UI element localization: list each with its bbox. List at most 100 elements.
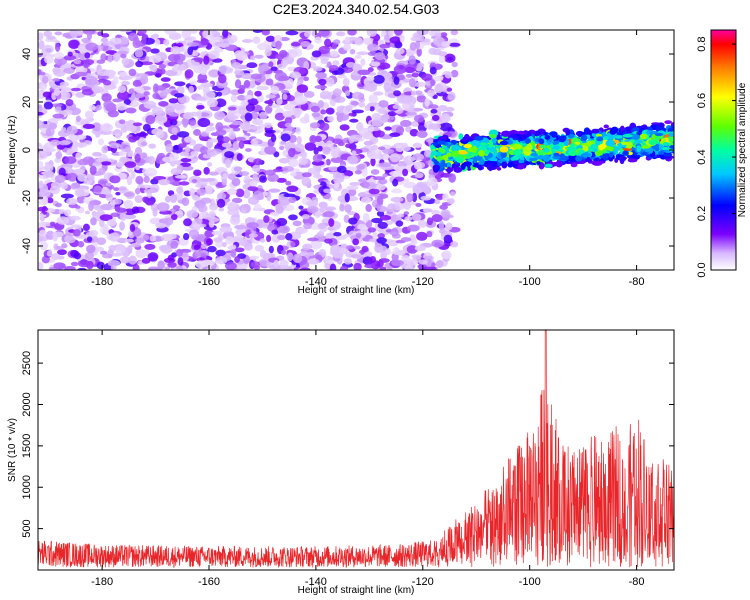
heatmap-noise-cell: [403, 181, 417, 189]
heatmap-band-cell: [463, 143, 472, 149]
heatmap-noise-cell: [135, 248, 147, 259]
heatmap-noise-cell: [216, 134, 225, 143]
heatmap-noise-cell: [391, 259, 404, 267]
heatmap-noise-cell: [130, 170, 136, 180]
heatmap-band-cell: [580, 134, 588, 142]
heatmap-noise-cell: [77, 173, 88, 182]
heatmap-noise-cell: [234, 256, 240, 264]
heatmap-band-cell: [658, 144, 663, 151]
heatmap-noise-cell: [412, 142, 423, 149]
heatmap-band-cell: [446, 166, 452, 174]
heatmap-noise-cell: [68, 39, 80, 49]
heatmap-noise-cell: [307, 251, 315, 257]
heatmap-noise-cell: [73, 59, 82, 65]
heatmap-noise-cell: [208, 69, 221, 78]
heatmap-noise-cell: [126, 175, 133, 186]
heatmap-noise-cell: [332, 60, 340, 66]
heatmap-band-cell: [544, 134, 551, 140]
heatmap-noise-cell: [288, 214, 298, 221]
heatmap-noise-cell: [122, 75, 134, 80]
heatmap-noise-cell: [268, 188, 281, 193]
heatmap-noise-cell: [40, 85, 47, 91]
spectrogram-xtick-label: -180: [91, 276, 113, 288]
heatmap-noise-cell: [306, 205, 319, 214]
colorbar-tick-label: 0.0: [696, 262, 708, 277]
snr-ylabel: SNR (10 * v/v): [7, 418, 18, 482]
heatmap-noise-cell: [149, 64, 158, 73]
heatmap-band-cell: [528, 157, 538, 161]
heatmap-noise-cell: [182, 118, 189, 128]
heatmap-noise-cell: [221, 142, 233, 148]
heatmap-noise-cell: [306, 237, 319, 242]
heatmap-noise-cell: [414, 172, 424, 179]
heatmap-noise-cell: [132, 38, 141, 49]
heatmap-noise-cell: [374, 130, 385, 138]
heatmap-noise-cell: [357, 223, 367, 230]
heatmap-noise-cell: [70, 261, 79, 267]
heatmap-noise-cell: [408, 78, 416, 88]
heatmap-noise-cell: [279, 36, 290, 42]
heatmap-noise-cell: [155, 116, 166, 122]
heatmap-noise-cell: [356, 51, 369, 56]
heatmap-noise-cell: [347, 188, 357, 197]
heatmap-noise-cell: [121, 80, 131, 86]
heatmap-band-cell: [620, 157, 627, 162]
heatmap-noise-cell: [389, 153, 401, 163]
heatmap-noise-cell: [404, 201, 417, 206]
heatmap-noise-cell: [428, 47, 438, 55]
heatmap-noise-cell: [399, 35, 405, 43]
heatmap-noise-cell: [74, 187, 85, 197]
heatmap-noise-cell: [86, 236, 93, 242]
heatmap-noise-cell: [367, 151, 377, 160]
heatmap-noise-cell: [215, 249, 226, 257]
heatmap-noise-cell: [84, 75, 98, 86]
heatmap-noise-cell: [252, 36, 261, 44]
heatmap-noise-cell: [155, 222, 167, 229]
heatmap-noise-cell: [170, 134, 179, 141]
heatmap-noise-cell: [211, 58, 223, 63]
heatmap-noise-cell: [176, 265, 182, 270]
heatmap-noise-cell: [281, 89, 290, 94]
heatmap-noise-cell: [129, 223, 136, 232]
heatmap-noise-cell: [354, 54, 362, 59]
heatmap-noise-cell: [150, 178, 159, 185]
heatmap-noise-cell: [42, 91, 52, 98]
heatmap-noise-cell: [377, 146, 386, 151]
heatmap-noise-cell: [218, 65, 230, 74]
heatmap-noise-cell: [205, 177, 216, 182]
heatmap-noise-cell: [101, 93, 112, 103]
heatmap-noise-cell: [351, 150, 357, 156]
heatmap-noise-cell: [317, 145, 323, 152]
heatmap-band-cell: [517, 164, 525, 170]
heatmap-noise-cell: [328, 65, 339, 71]
heatmap-noise-cell: [266, 234, 272, 243]
heatmap-noise-cell: [96, 237, 107, 245]
heatmap-noise-cell: [135, 175, 144, 185]
heatmap-noise-cell: [77, 241, 85, 248]
heatmap-noise-cell: [66, 198, 78, 206]
heatmap-noise-cell: [227, 114, 238, 121]
heatmap-noise-cell: [258, 65, 270, 72]
heatmap-noise-cell: [163, 39, 170, 46]
heatmap-noise-cell: [265, 129, 276, 134]
heatmap-noise-cell: [376, 237, 387, 244]
heatmap-noise-cell: [75, 134, 87, 140]
heatmap-noise-cell: [238, 140, 245, 149]
heatmap-noise-cell: [414, 245, 426, 252]
heatmap-noise-cell: [128, 136, 137, 143]
heatmap-noise-cell: [416, 231, 428, 241]
heatmap-band-cell: [587, 129, 592, 135]
heatmap-noise-cell: [108, 142, 122, 149]
heatmap-noise-cell: [183, 218, 192, 227]
snr-ytick-label: 500: [21, 519, 33, 537]
heatmap-noise-cell: [119, 256, 131, 264]
heatmap-noise-cell: [285, 232, 293, 241]
heatmap-noise-cell: [310, 239, 322, 250]
heatmap-noise-cell: [70, 182, 78, 190]
heatmap-noise-cell: [200, 243, 207, 249]
heatmap-noise-cell: [311, 112, 321, 118]
heatmap-noise-cell: [395, 249, 406, 256]
heatmap-noise-cell: [254, 54, 264, 59]
heatmap-noise-cell: [92, 162, 103, 166]
heatmap-noise-cell: [162, 156, 175, 163]
